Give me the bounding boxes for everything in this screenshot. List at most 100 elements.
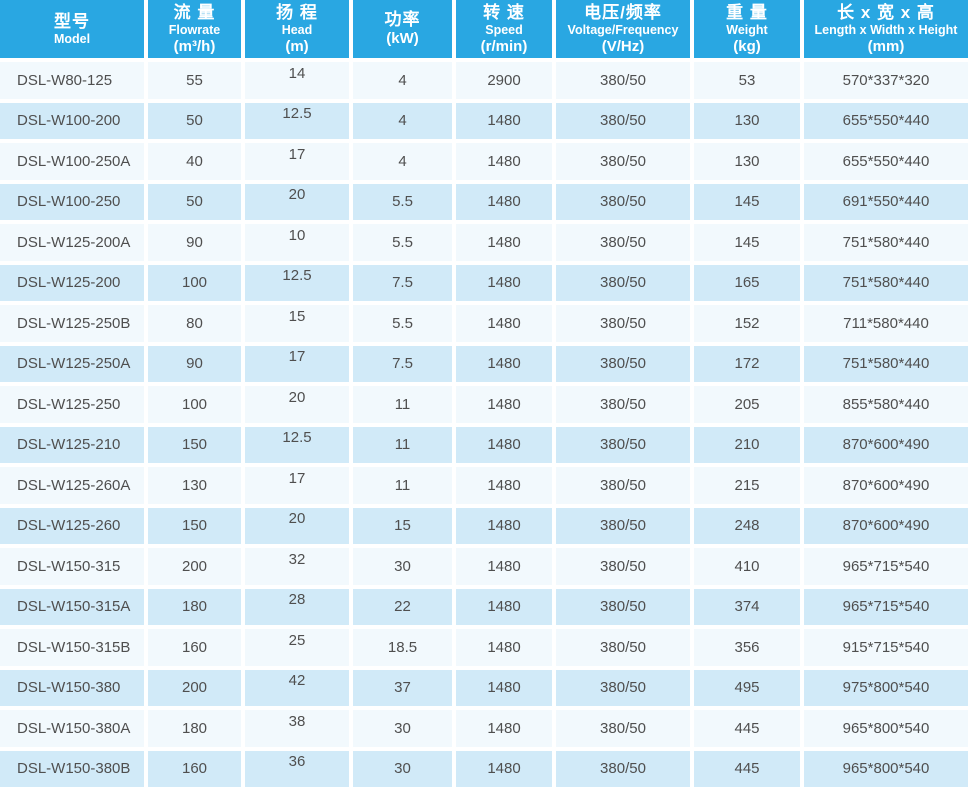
cell-dims: 655*550*440	[804, 102, 968, 139]
cell-flowrate: 200	[148, 548, 241, 585]
cell-flowrate-value: 100	[181, 395, 208, 413]
header-voltage-line3: (V/Hz)	[601, 37, 645, 55]
cell-speed: 1480	[456, 669, 552, 706]
cell-weight: 210	[694, 426, 800, 463]
cell-model: DSL-W150-315	[0, 548, 144, 585]
cell-speed-value: 1480	[487, 760, 521, 778]
cell-power: 4	[353, 143, 452, 180]
header-weight: 重 量 Weight (kg)	[694, 0, 800, 58]
cell-weight: 152	[694, 305, 800, 342]
cell-power-value: 11	[394, 436, 411, 454]
cell-model: DSL-W100-250	[0, 183, 144, 220]
cell-speed: 1480	[456, 345, 552, 382]
cell-speed-value: 1480	[487, 719, 521, 737]
header-flowrate-line2: Flowrate	[168, 22, 221, 37]
cell-model: DSL-W150-380	[0, 669, 144, 706]
cell-head-value: 32	[288, 550, 306, 568]
cell-speed-value: 1480	[487, 638, 521, 656]
cell-weight: 445	[694, 750, 800, 787]
cell-flowrate: 160	[148, 629, 241, 666]
cell-model: DSL-W125-200	[0, 264, 144, 301]
cell-power: 37	[353, 669, 452, 706]
cell-model: DSL-W100-250A	[0, 143, 144, 180]
cell-power-value: 7.5	[392, 274, 413, 292]
cell-head: 38	[245, 710, 349, 747]
cell-voltage-value: 380/50	[600, 112, 646, 130]
cell-flowrate: 90	[148, 224, 241, 261]
cell-speed: 1480	[456, 548, 552, 585]
cell-dims: 751*580*440	[804, 345, 968, 382]
cell-weight: 356	[694, 629, 800, 666]
cell-dims-value: 655*550*440	[842, 152, 930, 170]
cell-model-value: DSL-W125-200	[17, 274, 121, 292]
cell-flowrate: 150	[148, 507, 241, 544]
cell-flowrate-value: 200	[181, 679, 208, 697]
cell-weight-value: 172	[734, 355, 760, 373]
cell-dims: 965*800*540	[804, 750, 968, 787]
cell-dims-value: 965*715*540	[842, 557, 930, 575]
header-flowrate-line3: (m³/h)	[173, 37, 216, 55]
cell-flowrate-value: 90	[186, 355, 203, 373]
cell-voltage: 380/50	[556, 264, 690, 301]
cell-flowrate-value: 80	[186, 314, 203, 332]
cell-dims: 570*337*320	[804, 62, 968, 99]
cell-voltage-value: 380/50	[600, 193, 646, 211]
cell-head: 32	[245, 548, 349, 585]
header-head-line1: 扬 程	[276, 2, 318, 22]
header-dims-line3: (mm)	[867, 37, 905, 55]
cell-power-value: 5.5	[392, 193, 413, 211]
cell-model: DSL-W100-200	[0, 102, 144, 139]
cell-speed: 1480	[456, 143, 552, 180]
cell-voltage: 380/50	[556, 224, 690, 261]
header-weight-line2: Weight	[726, 22, 768, 37]
cell-head-value: 20	[288, 186, 306, 204]
cell-power: 11	[353, 386, 452, 423]
cell-model-value: DSL-W125-260	[17, 517, 121, 535]
cell-head-value: 36	[288, 753, 306, 771]
cell-head: 20	[245, 507, 349, 544]
cell-model-value: DSL-W150-315	[17, 557, 121, 575]
cell-power-value: 11	[394, 395, 411, 413]
cell-weight-value: 145	[734, 193, 760, 211]
header-weight-line3: (kg)	[733, 37, 761, 55]
cell-model: DSL-W150-315B	[0, 629, 144, 666]
cell-model: DSL-W125-260	[0, 507, 144, 544]
cell-flowrate: 40	[148, 143, 241, 180]
cell-voltage: 380/50	[556, 426, 690, 463]
cell-dims-value: 570*337*320	[842, 71, 930, 89]
cell-power-value: 5.5	[392, 314, 413, 332]
cell-model-value: DSL-W150-380B	[17, 760, 131, 778]
cell-power: 7.5	[353, 345, 452, 382]
cell-flowrate-value: 55	[186, 71, 203, 89]
cell-model-value: DSL-W150-380	[17, 679, 121, 697]
cell-head: 28	[245, 588, 349, 625]
cell-head-value: 12.5	[282, 429, 312, 447]
cell-dims-value: 975*800*540	[842, 679, 930, 697]
cell-dims-value: 870*600*490	[842, 476, 930, 494]
cell-weight-value: 215	[734, 476, 760, 494]
cell-power: 4	[353, 102, 452, 139]
header-voltage-line2: Voltage/Frequency	[567, 22, 679, 37]
cell-speed-value: 1480	[487, 557, 521, 575]
cell-model-value: DSL-W80-125	[17, 71, 113, 89]
cell-model: DSL-W125-200A	[0, 224, 144, 261]
cell-speed: 2900	[456, 62, 552, 99]
cell-power: 30	[353, 548, 452, 585]
cell-speed: 1480	[456, 386, 552, 423]
cell-model: DSL-W150-380B	[0, 750, 144, 787]
cell-head-value: 25	[288, 631, 306, 649]
cell-power: 15	[353, 507, 452, 544]
cell-dims: 751*580*440	[804, 264, 968, 301]
cell-power-value: 30	[394, 557, 411, 575]
cell-head: 17	[245, 467, 349, 504]
cell-weight-value: 210	[734, 436, 760, 454]
cell-voltage: 380/50	[556, 102, 690, 139]
cell-power-value: 11	[394, 476, 411, 494]
cell-flowrate: 180	[148, 710, 241, 747]
cell-head-value: 14	[288, 64, 306, 82]
cell-dims-value: 751*580*440	[842, 274, 930, 292]
cell-power: 7.5	[353, 264, 452, 301]
header-power-line2: (kW)	[386, 30, 419, 47]
cell-model-value: DSL-W125-210	[17, 436, 121, 454]
